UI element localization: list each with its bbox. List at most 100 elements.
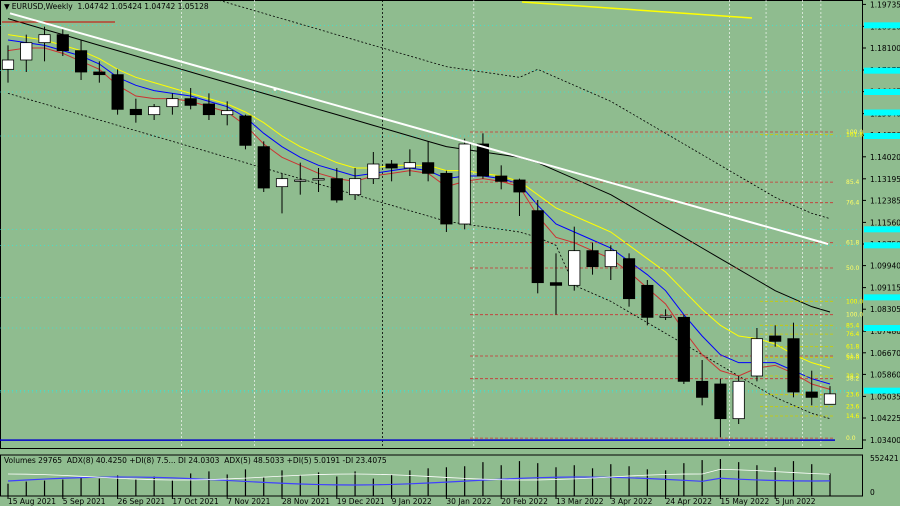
candle-body bbox=[221, 110, 234, 116]
adx-line bbox=[7, 476, 831, 486]
candle-body bbox=[349, 178, 362, 196]
moving-average-3 bbox=[7, 47, 831, 390]
indicator-max-label: 552421 bbox=[870, 454, 899, 463]
x-tick-label: 30 Jan 2022 bbox=[446, 497, 491, 506]
candle-body bbox=[367, 163, 380, 180]
volumes-label: Volumes 29765 bbox=[4, 456, 63, 465]
candle-body bbox=[476, 143, 489, 177]
y-tick-label: 1.05035 bbox=[870, 392, 900, 401]
x-tick-label: 28 Nov 2021 bbox=[282, 497, 330, 506]
level-marker bbox=[864, 387, 900, 394]
x-tick-label: 5 Jun 2022 bbox=[775, 497, 816, 506]
x-tick-label: 9 Jan 2022 bbox=[392, 497, 432, 506]
candle-body bbox=[677, 316, 690, 382]
candle-body bbox=[586, 250, 599, 268]
candle-body bbox=[787, 338, 800, 393]
candle-body bbox=[714, 383, 727, 420]
level-marker bbox=[864, 242, 900, 249]
indicator-frame bbox=[0, 454, 863, 497]
moving-average-2 bbox=[7, 39, 831, 385]
candle-body bbox=[239, 115, 252, 146]
y-tick-label: 1.19735 bbox=[870, 0, 900, 9]
candle-body bbox=[440, 172, 453, 225]
chart-header: ▼ EURUSD,Weekly 1.04742 1.05424 1.04742 1… bbox=[4, 2, 209, 11]
x-tick-label: 20 Feb 2022 bbox=[501, 497, 548, 506]
candle-body bbox=[166, 98, 179, 108]
y-tick-label: 1.07480 bbox=[870, 327, 900, 336]
level-marker bbox=[864, 325, 900, 331]
candle-body bbox=[20, 42, 33, 61]
candle-body bbox=[1, 59, 15, 70]
indicator-min-label: 0 bbox=[870, 488, 875, 497]
candle-body bbox=[604, 250, 617, 268]
moving-average-1 bbox=[7, 34, 831, 369]
level-marker bbox=[864, 22, 900, 29]
main-plot-frame bbox=[0, 0, 863, 449]
candle-body bbox=[641, 284, 654, 318]
fib-label: 161.8 bbox=[846, 132, 863, 139]
candle-body bbox=[805, 391, 818, 398]
y-tick-label: 1.08305 bbox=[870, 305, 900, 314]
level-marker bbox=[864, 67, 900, 74]
level-marker bbox=[864, 226, 900, 233]
fib-label: 38.2 bbox=[846, 376, 860, 383]
candle-body bbox=[184, 98, 197, 106]
x-tick-label: 7 Nov 2021 bbox=[227, 497, 270, 506]
x-tick-label: 17 Oct 2021 bbox=[172, 497, 219, 506]
candle-body bbox=[148, 106, 161, 116]
y-tick-label: 1.14020 bbox=[870, 153, 900, 162]
candle-body bbox=[38, 34, 51, 44]
fib-label: 50.0 bbox=[846, 354, 860, 361]
level-marker bbox=[864, 89, 900, 95]
x-tick-label: 26 Sep 2021 bbox=[118, 497, 166, 506]
candle-body bbox=[495, 175, 508, 182]
candle-body bbox=[312, 178, 325, 181]
fib-label: 0.0 bbox=[846, 435, 856, 442]
fib-label: 61.8 bbox=[846, 353, 860, 360]
fib-label: 76.4 bbox=[846, 331, 860, 338]
x-tick-label: 19 Dec 2021 bbox=[337, 497, 385, 506]
fib-label: 61.8 bbox=[846, 240, 860, 247]
fib-label: 23.6 bbox=[846, 404, 860, 411]
fib-label: 85.4 bbox=[846, 322, 860, 329]
fib-label: 100.0 bbox=[846, 312, 863, 319]
candle-body bbox=[129, 108, 142, 116]
candle-body bbox=[275, 178, 289, 188]
y-tick-label: 1.12385 bbox=[870, 196, 900, 205]
level-marker bbox=[864, 133, 900, 139]
candle-body bbox=[56, 34, 69, 52]
adx8-label: ADX(8) 40.4250 +DI(8) 7.5... DI 24.0303 bbox=[66, 456, 220, 465]
down-trendline bbox=[9, 12, 829, 245]
fib-label: 14.6 bbox=[846, 413, 860, 420]
upper-band bbox=[216, 0, 831, 220]
candle-body bbox=[422, 162, 435, 174]
top-trendline bbox=[521, 1, 753, 19]
indicator-header: Volumes 29765 ADX(8) 40.4250 +DI(8) 7.5.… bbox=[4, 456, 387, 465]
fib-label: 38.2 bbox=[846, 373, 860, 380]
candle-body bbox=[623, 258, 636, 300]
fib-label: 85.4 bbox=[846, 179, 860, 186]
x-tick-label: 15 May 2022 bbox=[720, 497, 769, 506]
candle-body bbox=[732, 380, 745, 420]
symbol-label: EURUSD,Weekly bbox=[11, 2, 73, 11]
candle-body bbox=[403, 162, 416, 169]
y-tick-label: 1.04225 bbox=[870, 414, 900, 423]
candle-body bbox=[330, 178, 343, 201]
candle-body bbox=[257, 146, 270, 189]
di-line bbox=[7, 468, 831, 481]
candle-body bbox=[696, 380, 709, 398]
candle-body bbox=[568, 250, 581, 286]
fib-label: 61.8 bbox=[846, 344, 860, 351]
y-tick-label: 1.06670 bbox=[870, 349, 900, 358]
y-tick-label: 1.03400 bbox=[870, 436, 900, 445]
adx5-label: ADX(5) 48.5033 +DI(5) 5.0191 -DI 23.4075 bbox=[224, 456, 387, 465]
fib-label: 50.0 bbox=[846, 265, 860, 272]
candle-body bbox=[513, 179, 526, 193]
y-tick-label: 1.09940 bbox=[870, 262, 900, 271]
symbol-dropdown-icon[interactable]: ▼ bbox=[4, 2, 10, 11]
candle-body bbox=[750, 338, 763, 377]
candle-body bbox=[294, 179, 307, 182]
lower-band bbox=[7, 92, 831, 420]
y-tick-label: 1.13195 bbox=[870, 175, 900, 184]
